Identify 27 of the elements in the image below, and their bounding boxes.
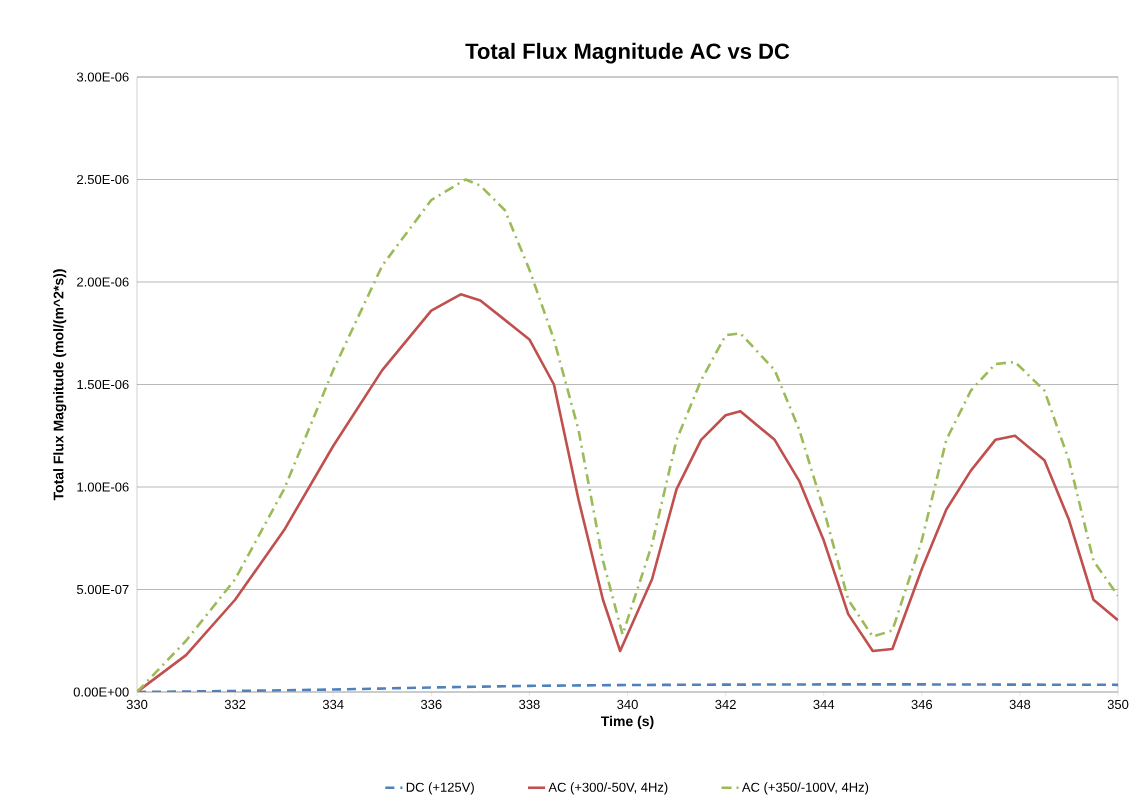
legend-label: AC (+350/-100V, 4Hz): [741, 782, 869, 795]
x-tick-label: 348: [1009, 699, 1031, 710]
chart-title: Total Flux Magnitude AC vs DC: [465, 42, 790, 64]
x-tick-label: 338: [519, 699, 540, 710]
line-series: [137, 683, 1119, 692]
x-tick-label: 346: [911, 699, 933, 710]
x-axis-title: Time (s): [600, 715, 654, 729]
legend-label: AC (+300/-50V, 4Hz): [548, 782, 668, 795]
y-tick-label: 3.00E-06: [76, 72, 129, 82]
y-tick-label: 2.00E-06: [77, 277, 129, 287]
x-tick-label: 344: [813, 699, 835, 710]
legend-label: DC (+125V): [406, 782, 474, 795]
line-series: [137, 178, 1119, 692]
line-series: [137, 293, 1119, 692]
x-tick-label: 330: [126, 699, 148, 710]
x-tick-label: 342: [715, 699, 736, 710]
y-tick-label: 1.00E-06: [77, 482, 129, 492]
y-tick-label: 1.50E-06: [77, 379, 129, 390]
y-tick-label: 2.50E-06: [77, 174, 129, 185]
x-tick-label: 340: [617, 699, 638, 710]
x-tick-label: 350: [1107, 699, 1129, 710]
y-tick-label: 5.00E-07: [76, 584, 129, 595]
x-tick-label: 334: [322, 699, 344, 710]
y-axis-title: Total Flux Magnitude (mol/(m^2*s)): [53, 269, 67, 501]
x-tick-label: 332: [224, 699, 246, 710]
x-tick-label: 336: [420, 699, 442, 710]
y-tick-label: 0.00E+00: [73, 687, 129, 697]
